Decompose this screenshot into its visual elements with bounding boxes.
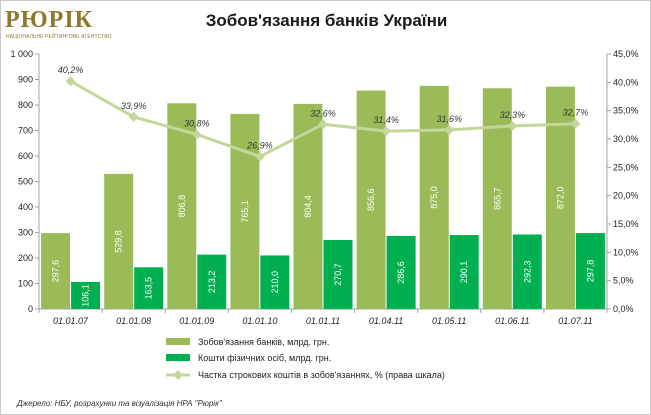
bar-individuals-label: 292,3 <box>522 260 532 283</box>
y2-tick-label: 35,0% <box>613 106 639 116</box>
x-tick-label: 01.01.11 <box>306 316 340 326</box>
bar-individuals-label: 213,2 <box>207 271 217 294</box>
bar-individuals-label: 290,1 <box>459 261 469 284</box>
bar-individuals-label: 210,0 <box>270 271 280 294</box>
y-tick-label: 200 <box>18 253 33 263</box>
legend-label-individuals: Кошти фізичних осіб, млрд. грн. <box>198 353 331 363</box>
legend-swatch-individuals <box>166 354 190 361</box>
logo-subtext: НАЦІОНАЛЬНЕ РЕЙТИНГОВЕ АГЕНТСТВО <box>6 34 112 40</box>
x-tick-label: 01.01.10 <box>242 316 277 326</box>
bar-total-label: 804,4 <box>303 195 313 218</box>
bar-total <box>104 173 134 309</box>
bar-total-label: 806,8 <box>177 195 187 218</box>
share-point <box>128 111 139 122</box>
share-label: 33,9% <box>121 101 147 111</box>
bar-individuals <box>575 233 605 309</box>
x-tick-label: 01.05.11 <box>432 316 466 326</box>
share-point <box>254 151 265 162</box>
chart-title: Зобов'язання банків України <box>205 11 448 30</box>
y2-tick-label: 40,0% <box>613 77 639 87</box>
bar-total <box>167 103 197 310</box>
y2-tick-label: 0,0% <box>613 304 634 314</box>
share-label: 31,4% <box>373 115 399 125</box>
y-tick-label: 600 <box>18 151 33 161</box>
y2-tick-label: 20,0% <box>613 191 639 201</box>
bar-individuals <box>134 267 164 309</box>
share-point <box>381 126 392 137</box>
source-note: Джерело: НБУ, розрахунки та візуалізація… <box>17 399 222 408</box>
legend-label-total: Зобов'язання банків, млрд. грн. <box>198 337 329 347</box>
share-label: 32,3% <box>500 110 526 120</box>
bar-individuals-label: 106,1 <box>81 284 91 307</box>
y2-tick-label: 25,0% <box>613 162 639 172</box>
bar-individuals <box>386 235 416 309</box>
logo-text: РЮРІК <box>5 7 94 33</box>
x-tick-label: 01.04.11 <box>369 316 403 326</box>
x-tick-label: 01.01.08 <box>116 316 151 326</box>
bar-individuals-label: 297,8 <box>585 260 595 283</box>
y-tick-label: 800 <box>18 100 33 110</box>
bar-total-label: 865,7 <box>492 187 502 210</box>
share-point <box>191 129 202 140</box>
bar-total-label: 856,6 <box>366 189 376 212</box>
bar-individuals <box>449 235 479 309</box>
x-tick-label: 01.07.11 <box>558 316 592 326</box>
bar-individuals <box>71 281 101 309</box>
bar-individuals <box>197 254 227 309</box>
legend-swatch-total <box>166 338 190 345</box>
bar-total <box>41 233 71 309</box>
y-tick-label: 500 <box>18 177 33 187</box>
bar-individuals <box>512 234 542 309</box>
legend-label-share: Частка строкових коштів в зобов'язаннях,… <box>198 370 445 380</box>
y-tick-label: 1 000 <box>10 49 33 59</box>
share-point <box>65 76 76 87</box>
bar-total <box>419 85 449 309</box>
share-label: 32,6% <box>310 108 336 118</box>
bar-individuals-label: 286,6 <box>396 261 406 284</box>
bar-total-label: 297,6 <box>51 260 61 283</box>
y2-tick-label: 45,0% <box>613 49 639 59</box>
x-tick-label: 01.01.07 <box>53 316 89 326</box>
y-tick-label: 100 <box>18 279 33 289</box>
share-label: 26,9% <box>246 141 273 151</box>
x-tick-label: 01.01.09 <box>179 316 214 326</box>
bar-individuals-label: 270,7 <box>333 263 343 286</box>
share-label: 40,2% <box>58 65 84 75</box>
bar-individuals <box>323 239 353 309</box>
logo: РЮРІК НАЦІОНАЛЬНЕ РЕЙТИНГОВЕ АГЕНТСТВО <box>5 7 111 47</box>
y-tick-label: 700 <box>18 126 33 136</box>
share-label: 30,8% <box>184 118 210 128</box>
y2-tick-label: 30,0% <box>613 134 639 144</box>
y-tick-label: 300 <box>18 228 33 238</box>
y2-tick-label: 15,0% <box>613 219 639 229</box>
bar-total-label: 529,8 <box>114 230 124 253</box>
y2-tick-label: 5,0% <box>613 276 634 286</box>
bar-individuals-label: 163,5 <box>144 277 154 300</box>
y-tick-label: 400 <box>18 202 33 212</box>
share-label: 32,7% <box>563 108 589 118</box>
y2-tick-label: 10,0% <box>613 247 639 257</box>
share-point <box>570 118 581 129</box>
legend-swatch-share-marker <box>173 370 183 380</box>
y-tick-label: 900 <box>18 75 33 85</box>
bar-individuals <box>260 255 290 309</box>
bar-total-label: 765,1 <box>240 200 250 223</box>
bar-total-label: 875,0 <box>429 186 439 209</box>
bar-total-label: 872,0 <box>555 187 565 210</box>
x-tick-label: 01.06.11 <box>495 316 529 326</box>
share-label: 31,6% <box>436 114 462 124</box>
y-tick-label: 0 <box>28 304 33 314</box>
